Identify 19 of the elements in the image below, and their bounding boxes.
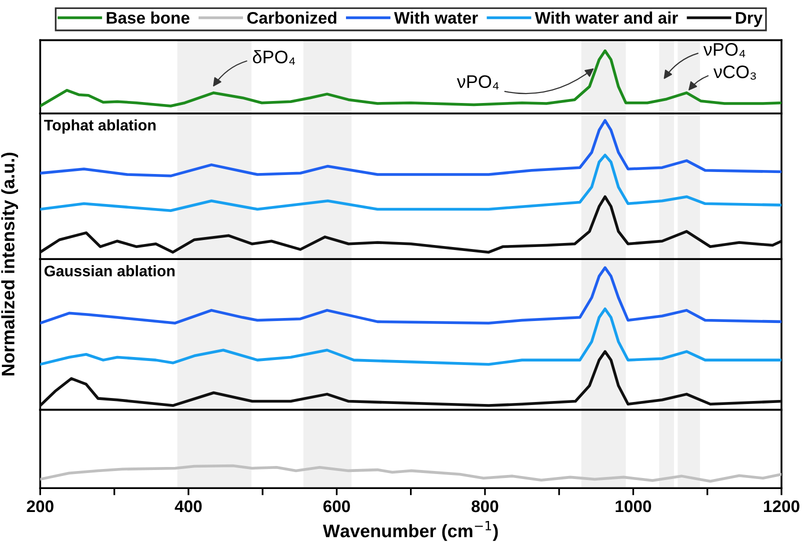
legend-label: With water — [394, 12, 478, 24]
x-tick-label: 600 — [323, 500, 350, 512]
x-tick-label: 1200 — [764, 500, 800, 512]
x-tick-label: 1000 — [616, 500, 652, 512]
x-axis-title: Wavenumber (cm$^{−1}$) — [322, 521, 498, 541]
annotation: νCO₃ — [713, 65, 756, 80]
annotation: δPO₄ — [252, 50, 295, 65]
legend-label: Base bone — [106, 12, 190, 24]
x-tick-label: 200 — [26, 500, 54, 512]
y-axis-title: Normalized intensity (a.u.) — [1, 152, 18, 376]
legend-label: Carbonized — [247, 12, 336, 24]
chart-title: Tophat ablation — [44, 119, 156, 134]
x-tick-label: 800 — [472, 500, 498, 512]
x-tick-label: 400 — [174, 500, 202, 512]
annotation: νPO₄ — [456, 75, 499, 90]
chart-title: Gaussian ablation — [44, 265, 175, 276]
legend-label: Dry — [736, 12, 763, 28]
annotation: νPO₄ — [703, 43, 746, 58]
legend-label: With water and air — [534, 12, 678, 24]
